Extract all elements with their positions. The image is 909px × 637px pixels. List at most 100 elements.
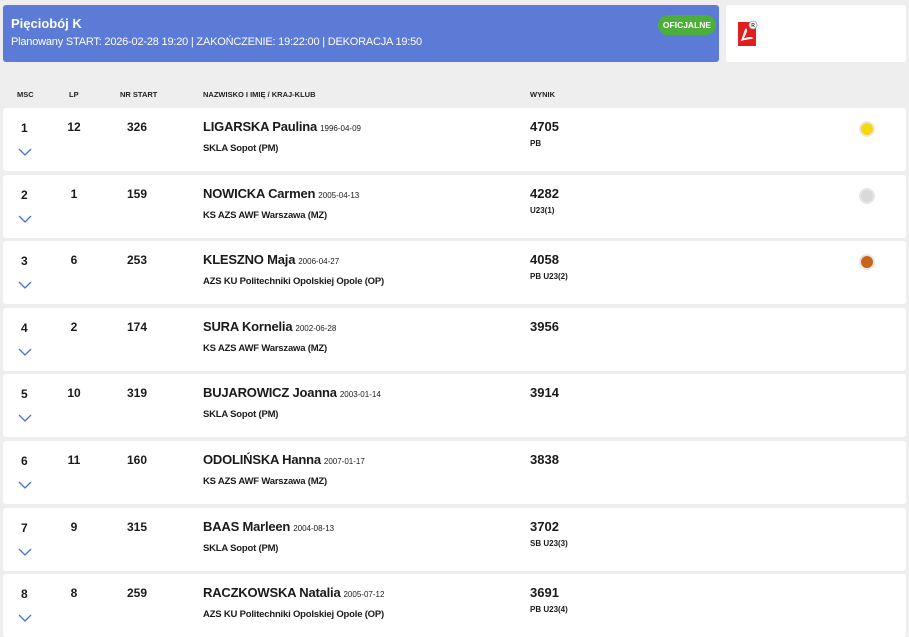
result-note: PB U23(4): [530, 605, 568, 615]
athlete-name: KLESZNO Maja: [203, 252, 296, 268]
athlete-name: BUJAROWICZ Joanna: [203, 385, 337, 401]
event-schedule: Planowany START: 2026-02-28 19:20 | ZAKO…: [11, 36, 422, 48]
athlete-name-cell: ODOLIŃSKA Hanna 2007-01-17: [203, 452, 365, 467]
result-value: 4058: [530, 252, 559, 268]
gold-medal-icon: [859, 121, 875, 137]
result-value: 3702: [530, 518, 559, 534]
athlete-name-cell: LIGARSKA Paulina 1996-04-09: [203, 119, 361, 134]
table-row[interactable]: 6 11 160 ODOLIŃSKA Hanna 2007-01-17 KS AZS AW…: [3, 441, 906, 504]
event-title: Pięciobój K: [11, 16, 82, 31]
athlete-name-cell: SURA Kornelia 2002-06-28: [203, 319, 336, 334]
athlete-club: KS AZS AWF Warszawa (MZ): [203, 476, 327, 487]
column-header-result: WYNIK: [530, 90, 555, 99]
result-note: SB U23(3): [530, 538, 568, 548]
result-note: U23(1): [530, 205, 555, 215]
athlete-name: LIGARSKA Paulina: [203, 119, 318, 134]
chevron-down-icon[interactable]: [18, 281, 32, 290]
lane-number: 2: [70, 319, 78, 334]
athlete-club: AZS KU Politechniki Opolskiej Opole (OP): [203, 276, 384, 288]
silver-medal-icon: [859, 187, 875, 204]
pdf-panel: R: [726, 5, 906, 62]
start-number: 160: [126, 453, 148, 467]
place: 1: [21, 121, 28, 135]
start-number: 174: [126, 319, 148, 334]
athlete-name: NOWICKA Carmen: [203, 185, 316, 201]
athlete-birthdate: 2003-01-14: [339, 390, 381, 400]
table-row[interactable]: 2 1 159 NOWICKA Carmen 2005-04-13 KS AZS AWF …: [3, 174, 906, 238]
result-note: PB: [530, 139, 542, 148]
result-value: 3838: [530, 452, 559, 467]
start-number: 259: [126, 586, 148, 601]
place: 2: [21, 187, 28, 202]
chevron-down-icon[interactable]: [18, 414, 32, 423]
start-number: 159: [126, 186, 148, 201]
athlete-club: SKLA Sopot (PM): [203, 143, 279, 154]
place: 8: [21, 587, 28, 602]
status-badge: OFICJALNE: [658, 15, 716, 35]
column-header-lp: LP: [69, 90, 79, 99]
table-row[interactable]: 4 2 174 SURA Kornelia 2002-06-28 KS AZS AWF W…: [3, 307, 906, 371]
start-number: 253: [126, 253, 148, 268]
column-header-msc: MSC: [17, 90, 34, 99]
svg-text:R: R: [751, 23, 755, 29]
athlete-name-cell: KLESZNO Maja 2006-04-27: [203, 252, 339, 267]
athlete-birthdate: 2005-04-13: [318, 190, 360, 200]
lane-number: 8: [70, 586, 78, 601]
athlete-birthdate: 2002-06-28: [295, 323, 337, 333]
athlete-club: KS AZS AWF Warszawa (MZ): [203, 209, 327, 221]
place: 3: [21, 254, 28, 269]
chevron-down-icon[interactable]: [18, 148, 32, 157]
lane-number: 10: [67, 386, 81, 401]
athlete-name-cell: RACZKOWSKA Natalia 2005-07-12: [203, 585, 384, 600]
athlete-birthdate: 2005-07-12: [343, 590, 385, 600]
athlete-club: SKLA Sopot (PM): [203, 409, 279, 421]
chevron-down-icon[interactable]: [18, 481, 32, 490]
table-row[interactable]: 1 12 326 LIGARSKA Paulina 1996-04-09 SKLA Sop…: [3, 108, 906, 171]
lane-number: 9: [70, 519, 78, 534]
athlete-name: SURA Kornelia: [203, 318, 293, 334]
place: 7: [21, 520, 28, 535]
athlete-name: ODOLIŃSKA Hanna: [203, 452, 321, 467]
event-header: Pięciobój K Planowany START: 2026-02-28 …: [3, 5, 719, 62]
start-number: 326: [126, 120, 148, 134]
athlete-birthdate: 2007-01-17: [323, 457, 365, 466]
result-value: 4282: [530, 185, 559, 201]
athlete-name: BAAS Marleen: [203, 518, 291, 534]
athlete-birthdate: 1996-04-09: [320, 124, 361, 133]
bronze-medal-icon: [859, 254, 875, 271]
start-number: 315: [126, 519, 148, 534]
chevron-down-icon[interactable]: [18, 215, 32, 224]
result-value: 3691: [530, 585, 559, 601]
athlete-club: AZS KU Politechniki Opolskiej Opole (OP): [203, 609, 384, 621]
result-value: 4705: [530, 119, 559, 134]
lane-number: 6: [70, 253, 78, 268]
column-header-name: NAZWISKO I IMIĘ / KRAJ-KLUB: [203, 90, 316, 99]
athlete-name-cell: BUJAROWICZ Joanna 2003-01-14: [203, 385, 381, 400]
table-row[interactable]: 7 9 315 BAAS Marleen 2004-08-13 SKLA Sopot (P…: [3, 507, 906, 571]
place: 6: [21, 454, 28, 468]
athlete-club: SKLA Sopot (PM): [203, 542, 279, 554]
lane-number: 11: [67, 453, 81, 467]
lane-number: 12: [67, 120, 81, 134]
chevron-down-icon[interactable]: [18, 614, 32, 623]
start-number: 319: [126, 386, 148, 401]
column-header-nr-start: NR START: [120, 90, 158, 99]
chevron-down-icon[interactable]: [18, 548, 32, 557]
table-row[interactable]: 3 6 253 KLESZNO Maja 2006-04-27 AZS KU Polite…: [3, 241, 906, 305]
table-row[interactable]: 8 8 259 RACZKOWSKA Natalia 2005-07-12 AZS KU …: [3, 574, 906, 637]
athlete-name-cell: BAAS Marleen 2004-08-13: [203, 519, 334, 534]
lane-number: 1: [70, 186, 78, 201]
place: 5: [21, 387, 28, 402]
result-value: 3914: [530, 385, 559, 401]
pdf-file-icon[interactable]: R: [736, 20, 758, 48]
athlete-club: KS AZS AWF Warszawa (MZ): [203, 342, 327, 354]
table-row[interactable]: 5 10 319 BUJAROWICZ Joanna 2003-01-14 SKLA So…: [3, 374, 906, 438]
result-note: PB U23(2): [530, 272, 568, 282]
athlete-birthdate: 2006-04-27: [298, 257, 340, 267]
place: 4: [21, 320, 28, 335]
athlete-name: RACZKOWSKA Natalia: [203, 585, 341, 601]
result-value: 3956: [530, 318, 559, 334]
athlete-birthdate: 2004-08-13: [293, 523, 335, 533]
chevron-down-icon[interactable]: [18, 348, 32, 357]
athlete-name-cell: NOWICKA Carmen 2005-04-13: [203, 186, 359, 201]
